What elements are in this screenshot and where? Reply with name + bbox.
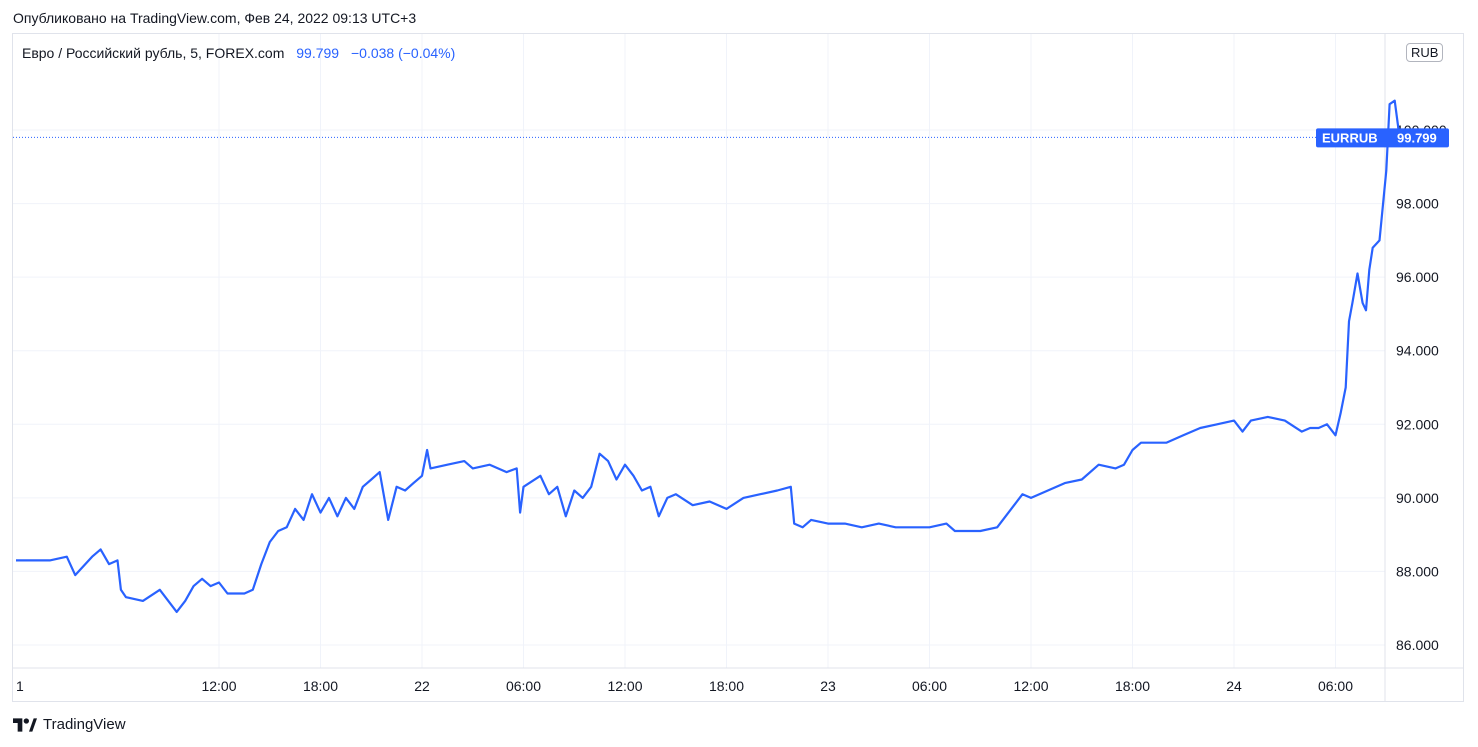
y-tick-label: 96.000	[1396, 269, 1439, 285]
y-tick-label: 92.000	[1396, 416, 1439, 432]
last-price-value: 99.799	[1397, 130, 1437, 145]
tradingview-logo-icon	[13, 717, 37, 732]
y-tick-label: 98.000	[1396, 196, 1439, 212]
x-tick-label: 22	[414, 678, 430, 694]
legend-change: −0.038 (−0.04%)	[350, 45, 456, 61]
x-tick-label: 12:00	[201, 678, 236, 694]
x-tick-label: 1	[16, 678, 24, 694]
x-tick-label: 06:00	[1318, 678, 1353, 694]
last-price-badge: EURRUB 99.799	[1316, 128, 1449, 148]
x-tick-label: 12:00	[607, 678, 642, 694]
y-tick-label: 86.000	[1396, 637, 1439, 653]
x-tick-label: 18:00	[1115, 678, 1150, 694]
x-tick-label: 12:00	[1013, 678, 1048, 694]
last-price-badge-bg	[1316, 128, 1449, 148]
legend-last-value: 99.799	[296, 45, 340, 61]
legend-symbol[interactable]: Евро / Российский рубль, 5, FOREX.com	[22, 45, 285, 61]
series-line-eurrub	[16, 99, 1401, 613]
last-price-ticker: EURRUB	[1322, 130, 1378, 145]
x-tick-label: 18:00	[303, 678, 338, 694]
y-tick-label: 94.000	[1396, 343, 1439, 359]
x-axis: 1 12:00 18:00 22 06:00 12:00 18:00 23 06:00 12:00…	[13, 667, 1463, 694]
grid-lines	[13, 34, 1385, 668]
x-tick-label: 24	[1226, 678, 1242, 694]
x-tick-label: 18:00	[709, 678, 744, 694]
x-tick-label: 06:00	[912, 678, 947, 694]
y-tick-label: 88.000	[1396, 563, 1439, 579]
chart-frame	[12, 33, 1464, 702]
x-tick-label: 23	[820, 678, 836, 694]
footer-brand[interactable]: TradingView	[13, 716, 126, 733]
y-tick-label: 90.000	[1396, 490, 1439, 506]
published-caption: Опубликовано на TradingView.com, Фев 24,…	[13, 10, 417, 26]
currency-badge[interactable]: RUB	[1406, 43, 1444, 62]
symbol-legend: Евро / Российский рубль, 5, FOREX.com 99…	[22, 45, 455, 61]
footer-brand-text: TradingView	[43, 716, 126, 733]
x-tick-label: 06:00	[506, 678, 541, 694]
